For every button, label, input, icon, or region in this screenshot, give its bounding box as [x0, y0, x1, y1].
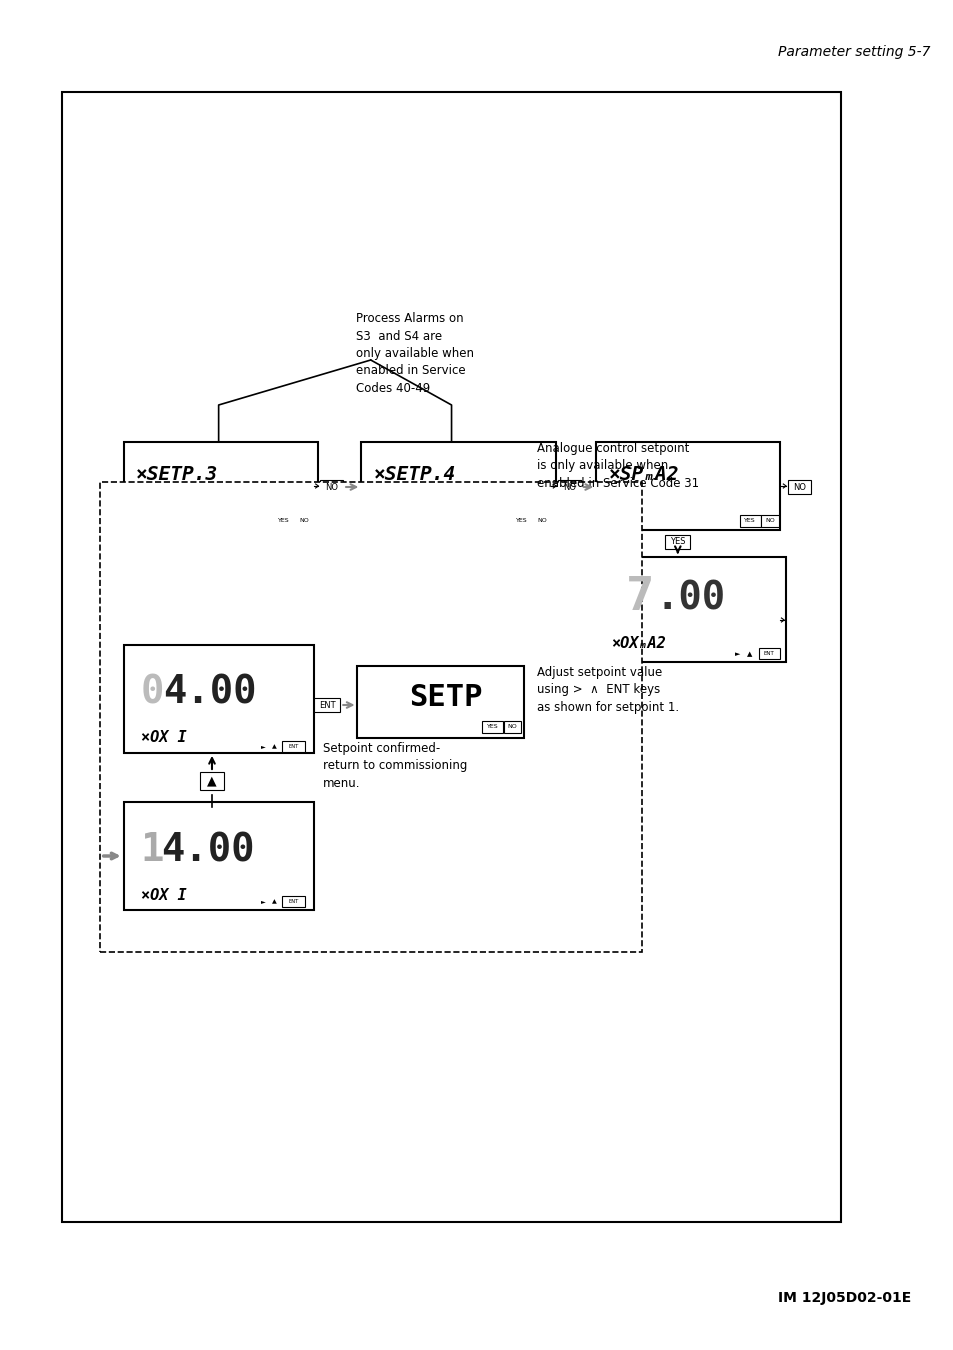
Text: Analogue control setpoint
is only available when
enabled in Service Code 31: Analogue control setpoint is only availa…: [537, 441, 699, 490]
Text: YES: YES: [486, 725, 497, 729]
Text: NO: NO: [792, 482, 805, 491]
Text: ×SETP.4: ×SETP.4: [374, 464, 456, 483]
Text: ENT: ENT: [288, 744, 298, 749]
Bar: [314, 698, 340, 711]
Bar: [758, 648, 779, 659]
Bar: [361, 441, 556, 531]
Bar: [124, 441, 318, 531]
Text: ►: ►: [261, 744, 266, 749]
Bar: [62, 92, 841, 1222]
Text: 4.00: 4.00: [163, 674, 256, 711]
Bar: [739, 514, 760, 526]
Text: Setpoint confirmed-
return to commissioning
menu.: Setpoint confirmed- return to commission…: [323, 743, 467, 790]
Bar: [665, 535, 689, 549]
Bar: [481, 721, 502, 733]
Bar: [596, 558, 785, 662]
Text: ENT: ENT: [318, 701, 335, 710]
Bar: [199, 772, 224, 790]
Text: NO: NO: [325, 482, 338, 491]
Text: ×SETP.3: ×SETP.3: [135, 464, 218, 483]
Bar: [503, 721, 520, 733]
Text: ENT: ENT: [763, 651, 774, 656]
Text: 0: 0: [140, 674, 164, 711]
Text: Adjust setpoint value
using >  ∧  ENT keys
as shown for setpoint 1.: Adjust setpoint value using > ∧ ENT keys…: [537, 666, 679, 714]
Text: SETP: SETP: [408, 683, 482, 711]
Bar: [124, 802, 314, 910]
Text: YES: YES: [743, 518, 755, 524]
Text: ×OX I: ×OX I: [140, 887, 186, 903]
Text: ×SPₘA2: ×SPₘA2: [608, 464, 679, 483]
Text: Process Alarms on
S3  and S4 are
only available when
enabled in Service
Codes 40: Process Alarms on S3 and S4 are only ava…: [356, 312, 474, 396]
Bar: [282, 741, 305, 752]
Text: NO: NO: [764, 518, 774, 524]
Bar: [274, 514, 294, 526]
Bar: [100, 482, 641, 952]
Text: .00: .00: [656, 579, 725, 617]
Text: YES: YES: [669, 537, 685, 547]
Bar: [511, 514, 532, 526]
Text: ▲: ▲: [746, 651, 752, 657]
Bar: [558, 481, 580, 494]
Text: NO: NO: [562, 482, 576, 491]
Text: ▲: ▲: [272, 744, 276, 749]
Bar: [787, 481, 810, 494]
Text: NO: NO: [507, 725, 517, 729]
Text: IM 12J05D02-01E: IM 12J05D02-01E: [777, 1291, 910, 1305]
Bar: [760, 514, 778, 526]
Bar: [295, 514, 313, 526]
Text: 7: 7: [625, 575, 654, 621]
Text: YES: YES: [516, 518, 527, 524]
Bar: [124, 645, 314, 753]
Bar: [357, 666, 523, 738]
Text: Parameter setting 5-7: Parameter setting 5-7: [777, 45, 929, 59]
Text: 1: 1: [140, 832, 164, 869]
Text: ▲: ▲: [207, 775, 216, 787]
Bar: [282, 896, 305, 907]
Text: ENT: ENT: [288, 899, 298, 904]
Text: ▲: ▲: [272, 899, 276, 904]
Text: 4.00: 4.00: [161, 832, 254, 869]
Text: YES: YES: [278, 518, 290, 524]
Text: ►: ►: [734, 651, 740, 657]
Bar: [596, 441, 779, 531]
Bar: [533, 514, 550, 526]
Text: ×OX I: ×OX I: [140, 730, 186, 745]
Text: NO: NO: [299, 518, 309, 524]
Text: ×OXₘA2: ×OXₘA2: [611, 636, 665, 651]
Text: ►: ►: [261, 899, 266, 904]
Text: NO: NO: [537, 518, 546, 524]
Bar: [320, 481, 343, 494]
